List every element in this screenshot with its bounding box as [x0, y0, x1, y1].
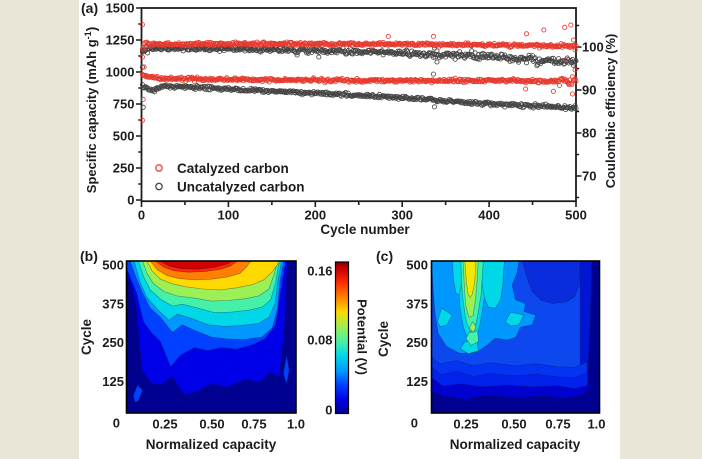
svg-text:125: 125 — [102, 374, 124, 389]
svg-text:375: 375 — [102, 296, 124, 311]
svg-text:80: 80 — [582, 126, 596, 141]
svg-text:1.0: 1.0 — [587, 417, 605, 432]
svg-text:0.25: 0.25 — [453, 417, 478, 432]
svg-text:100: 100 — [582, 40, 604, 55]
svg-text:100: 100 — [218, 208, 240, 223]
svg-text:Catalyzed carbon: Catalyzed carbon — [177, 161, 289, 176]
svg-text:500: 500 — [102, 258, 124, 273]
svg-text:70: 70 — [582, 169, 596, 184]
svg-text:0: 0 — [113, 416, 120, 431]
svg-text:(a): (a) — [81, 0, 98, 16]
svg-text:250: 250 — [406, 335, 428, 350]
svg-text:0: 0 — [411, 416, 418, 431]
svg-text:1.0: 1.0 — [287, 417, 305, 432]
svg-text:Normalized capacity: Normalized capacity — [146, 437, 277, 452]
svg-text:500: 500 — [565, 208, 587, 223]
svg-text:400: 400 — [478, 208, 500, 223]
svg-text:0.75: 0.75 — [545, 417, 570, 432]
svg-text:250: 250 — [102, 335, 124, 350]
svg-text:300: 300 — [391, 208, 413, 223]
svg-text:0.75: 0.75 — [241, 417, 266, 432]
svg-text:Normalized capacity: Normalized capacity — [450, 437, 581, 452]
svg-text:1250: 1250 — [106, 33, 135, 48]
svg-text:0.25: 0.25 — [152, 417, 177, 432]
svg-text:0: 0 — [325, 403, 332, 418]
svg-text:0: 0 — [138, 208, 145, 223]
svg-text:0.08: 0.08 — [307, 333, 332, 348]
svg-text:Potential (V): Potential (V) — [355, 299, 370, 375]
svg-text:Uncatalyzed carbon: Uncatalyzed carbon — [177, 179, 305, 194]
svg-text:(c): (c) — [376, 248, 393, 264]
svg-text:0.50: 0.50 — [199, 417, 224, 432]
svg-text:0.50: 0.50 — [501, 417, 526, 432]
svg-text:Coulombic efficiency (%): Coulombic efficiency (%) — [603, 34, 618, 189]
svg-text:0: 0 — [127, 193, 134, 208]
svg-text:375: 375 — [406, 296, 428, 311]
svg-text:1000: 1000 — [106, 65, 135, 80]
svg-text:200: 200 — [304, 208, 326, 223]
svg-text:Cycle number: Cycle number — [320, 222, 410, 237]
svg-text:Cycle: Cycle — [79, 318, 94, 355]
svg-text:Cycle: Cycle — [376, 320, 391, 357]
svg-text:(b): (b) — [80, 248, 98, 264]
svg-text:90: 90 — [582, 83, 596, 98]
svg-text:250: 250 — [113, 161, 135, 176]
svg-text:Specific capacity (mAh g-1): Specific capacity (mAh g-1) — [83, 27, 99, 193]
svg-text:125: 125 — [406, 374, 428, 389]
svg-text:0.16: 0.16 — [307, 264, 332, 279]
svg-text:500: 500 — [406, 258, 428, 273]
svg-text:500: 500 — [113, 129, 135, 144]
svg-text:1500: 1500 — [106, 1, 135, 16]
svg-text:750: 750 — [113, 97, 135, 112]
